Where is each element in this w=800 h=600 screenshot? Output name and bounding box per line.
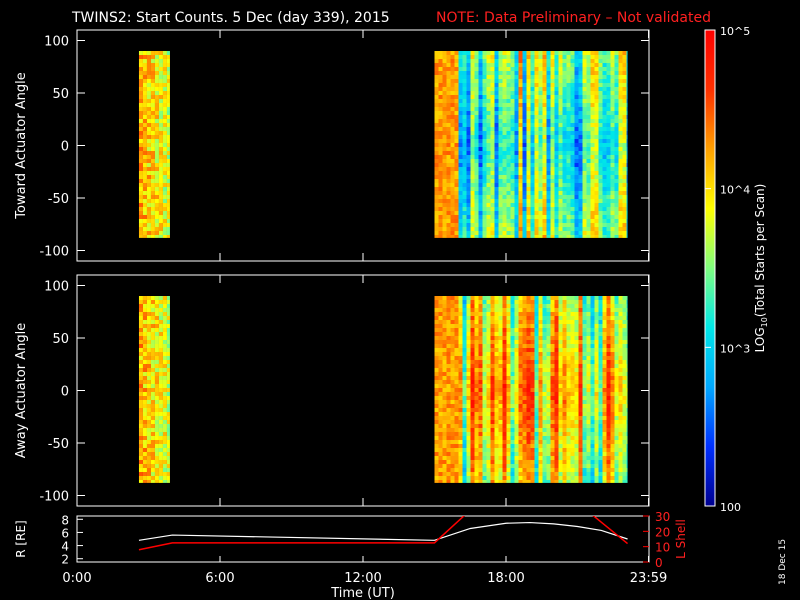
r-tick-label-1: 6 xyxy=(61,526,69,540)
colorbar-tick-label-2: 10^4 xyxy=(720,184,750,197)
colorbar-tick-label-0: 100 xyxy=(720,501,741,514)
heatmap-block-1 xyxy=(434,296,628,483)
ytick-label-0: 100 xyxy=(44,280,69,295)
lshell-tick-label-0: 30 xyxy=(655,510,670,524)
ytick-label-2: 0 xyxy=(61,140,69,155)
ytick-label-2: 0 xyxy=(61,385,69,400)
r-ylabel: R [RE] xyxy=(14,520,28,557)
heatmap-block-1 xyxy=(434,51,628,238)
colorbar-label: LOG10(Total Starts per Scan) xyxy=(753,184,769,353)
ytick-label-4: -100 xyxy=(39,245,69,260)
colorbar-gradient xyxy=(704,29,716,507)
r-tick-label-2: 4 xyxy=(61,540,69,554)
time-tick-label-1: 6:00 xyxy=(205,571,234,586)
time-tick-label-2: 12:00 xyxy=(344,571,381,586)
ytick-label-1: 50 xyxy=(52,332,69,347)
colorbar-tick-label-3: 10^5 xyxy=(720,25,750,38)
radius-line xyxy=(138,521,628,541)
lshell-ylabel: L Shell xyxy=(674,519,688,559)
lshell-tick-label-2: 10 xyxy=(655,541,670,555)
toward-angle-panel: 100 50 0 -50 -100 Toward Actuator Angle xyxy=(14,29,650,262)
away-angle-panel: 100 50 0 -50 -100 Away Actuator Angle xyxy=(14,274,650,507)
lshell-tick-label-3: 0 xyxy=(655,556,663,570)
time-tick-label-3: 18:00 xyxy=(487,571,524,586)
time-tick-label-0: 0:00 xyxy=(62,571,91,586)
xlabel: Time (UT) xyxy=(330,586,395,600)
r-tick-label-3: 2 xyxy=(61,553,69,567)
ylabel: Toward Actuator Angle xyxy=(14,72,29,219)
ylabel: Away Actuator Angle xyxy=(14,323,29,458)
ytick-label-3: -50 xyxy=(48,192,69,207)
ytick-label-4: -100 xyxy=(39,490,69,505)
chart-title: TWINS2: Start Counts. 5 Dec (day 339), 2… xyxy=(71,10,390,26)
date-stamp: 18 Dec 15 xyxy=(778,539,788,585)
ytick-label-1: 50 xyxy=(52,87,69,102)
lshell-line-1 xyxy=(592,516,629,545)
ytick-label-3: -50 xyxy=(48,437,69,452)
heatmap-block-0 xyxy=(138,51,170,238)
time-tick-label-4: 23:59 xyxy=(630,571,667,586)
colorbar: 100 10^3 10^4 10^5 LOG10(Total Starts per S… xyxy=(704,25,769,514)
preliminary-note: NOTE: Data Preliminary – Not validated xyxy=(436,10,711,26)
colorbar-tick-label-1: 10^3 xyxy=(720,342,750,355)
heatmap-block-0 xyxy=(138,296,170,483)
r-tick-label-0: 8 xyxy=(61,513,69,527)
ytick-label-0: 100 xyxy=(44,35,69,50)
lshell-tick-label-1: 20 xyxy=(655,525,670,539)
lshell-line-0 xyxy=(138,516,465,551)
